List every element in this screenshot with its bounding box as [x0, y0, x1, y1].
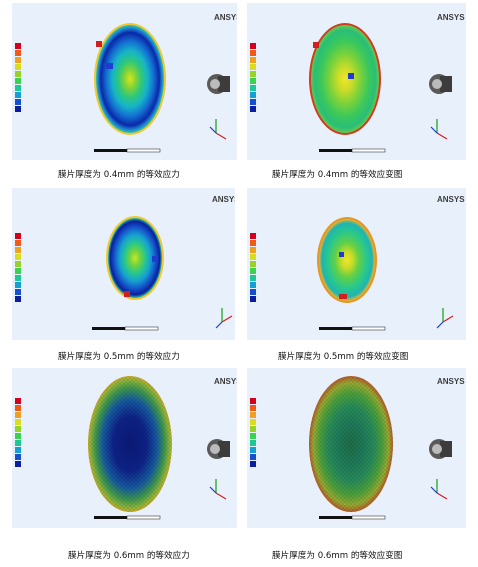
legend [250, 43, 256, 112]
scale-bar [94, 515, 161, 520]
legend [15, 233, 21, 302]
legend [15, 43, 21, 112]
strain-contour-plot: ANSYS [247, 188, 466, 340]
panel-strain-0-6mm: ANSYS [247, 368, 466, 528]
panel-stress-0-6mm: ANSYS [12, 368, 237, 528]
model-thumbnail [207, 439, 230, 459]
triad-axis [209, 479, 227, 500]
panel-strain-0-4mm: ANSYS [247, 3, 466, 160]
ansys-logo: ANSYS [214, 377, 237, 386]
triad-axis [215, 308, 233, 329]
ansys-logo: ANSYS [212, 195, 235, 204]
triad-axis [209, 119, 227, 140]
legend [15, 398, 21, 467]
triad-axis [430, 479, 448, 500]
scale-bar [319, 148, 386, 153]
panel-stress-0-5mm: ANSYS [12, 188, 235, 340]
ansys-logo: ANSYS [437, 377, 465, 386]
stress-contour-plot: ANSYS [12, 368, 237, 528]
caption-stress-0-5mm: 膜片厚度为 0.5mm 的等效应力 [58, 352, 180, 362]
scale-bar [92, 326, 159, 331]
caption-stress-0-6mm: 膜片厚度为 0.6mm 的等效应力 [68, 551, 190, 561]
strain-contour-plot: ANSYS [247, 368, 466, 528]
caption-strain-0-6mm: 膜片厚度为 0.6mm 的等效应变图 [272, 551, 403, 561]
panel-strain-0-5mm: ANSYS [247, 188, 466, 340]
strain-contour-plot: ANSYS [247, 3, 466, 160]
ansys-logo: ANSYS [437, 195, 465, 204]
scale-bar [94, 148, 161, 153]
stress-contour-plot: ANSYS [12, 3, 237, 160]
model-thumbnail [207, 74, 230, 94]
model-thumbnail [429, 439, 452, 459]
caption-strain-0-4mm: 膜片厚度为 0.4mm 的等效应变图 [272, 170, 403, 180]
ansys-logo: ANSYS [437, 13, 465, 22]
model-thumbnail [429, 74, 452, 94]
legend [250, 233, 256, 302]
caption-stress-0-4mm: 膜片厚度为 0.4mm 的等效应力 [58, 170, 180, 180]
caption-strain-0-5mm: 膜片厚度为 0.5mm 的等效应变图 [278, 352, 409, 362]
triad-axis [430, 119, 448, 140]
scale-bar [319, 515, 386, 520]
panel-stress-0-4mm: ANSYS [12, 3, 237, 160]
triad-axis [436, 308, 454, 329]
stress-contour-plot: ANSYS [12, 188, 235, 340]
ansys-logo: ANSYS [214, 13, 237, 22]
legend [250, 398, 256, 467]
scale-bar [319, 326, 386, 331]
